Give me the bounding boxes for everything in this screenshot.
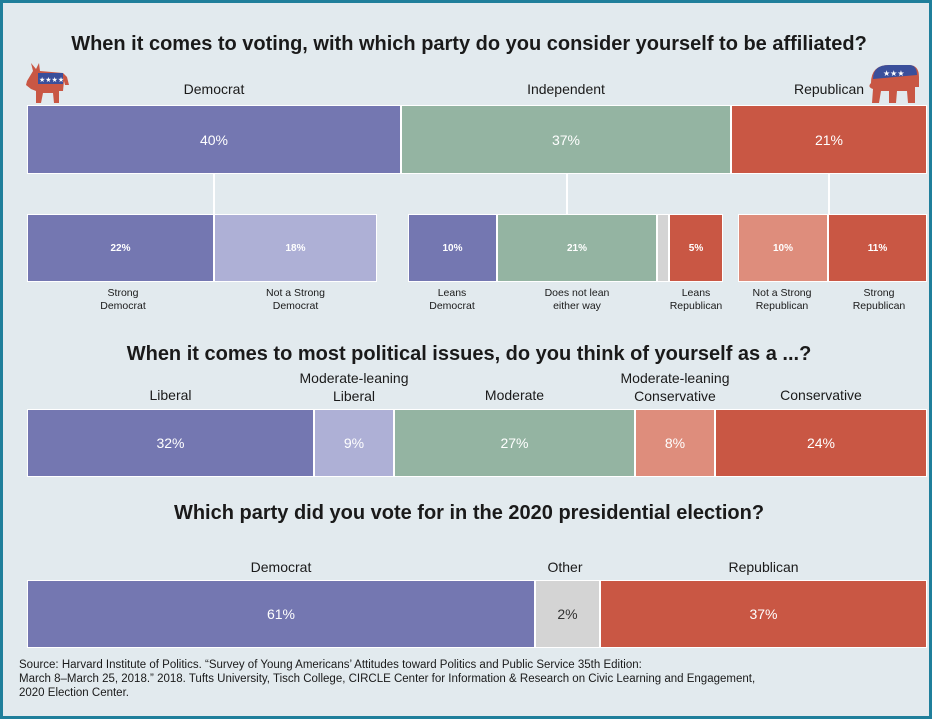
- chart2-category-label: Moderate-leaning Liberal: [264, 369, 444, 405]
- breakdown-bar-strong-democrat: 22%: [27, 214, 214, 282]
- breakdown-bar-leans-democrat: 10%: [408, 214, 497, 282]
- svg-text:★★★: ★★★: [883, 69, 905, 78]
- chart2-category-label: Conservative: [780, 387, 862, 403]
- chart1-category-label: Democrat: [183, 81, 245, 97]
- breakdown-label: Leans Republican: [669, 287, 723, 312]
- chart1-bar-democrat: 40%: [27, 105, 401, 174]
- breakdown-bar-strong-republican: 11%: [828, 214, 927, 282]
- source-line: Source: Harvard Institute of Politics. “…: [19, 659, 642, 671]
- chart2-category-label: Moderate-leaning Conservative: [595, 369, 755, 405]
- democratic-donkey-icon: ★★★★: [26, 63, 69, 103]
- breakdown-bar-not-strong-democrat: 18%: [214, 214, 377, 282]
- breakdown-label: Does not lean either way: [544, 287, 610, 312]
- chart3-bar-other: 2%: [535, 580, 600, 648]
- chart3-bar-republican: 37%: [600, 580, 927, 648]
- breakdown-bar-does-not-lean: 21%: [497, 214, 657, 282]
- chart2-bar-moderate: 27%: [394, 409, 635, 477]
- chart3-title: Which party did you vote for in the 2020…: [173, 502, 765, 524]
- source-line: 2020 Election Center.: [19, 687, 129, 699]
- chart2-bar-conservative: 24%: [715, 409, 927, 477]
- chart2-label-line: Moderate-leaning: [299, 370, 409, 386]
- chart1-category-label: Republican: [793, 81, 865, 97]
- chart2-title: When it comes to most political issues, …: [126, 343, 812, 365]
- chart2-bar-moderate-leaning-conservative: 8%: [635, 409, 715, 477]
- chart1-title: When it comes to voting, with which part…: [71, 33, 867, 55]
- chart3-category-label: Republican: [728, 559, 799, 575]
- breakdown-bar-not-strong-republican: 10%: [738, 214, 828, 282]
- connector-line: [213, 174, 215, 214]
- breakdown-label: Leans Democrat: [429, 287, 475, 312]
- chart1-bar-independent: 37%: [401, 105, 731, 174]
- breakdown-bar-unlabeled: [657, 214, 669, 282]
- chart1-category-label: Independent: [527, 81, 605, 97]
- breakdown-label: Strong Republican: [852, 287, 906, 312]
- chart2-bar-liberal: 32%: [27, 409, 314, 477]
- chart2-bar-moderate-leaning-liberal: 9%: [314, 409, 394, 477]
- chart2-category-label: Liberal: [149, 387, 192, 403]
- chart1-bar-republican: 21%: [731, 105, 927, 174]
- source-line: March 8–March 25, 2018.” 2018. Tufts Uni…: [19, 673, 756, 685]
- breakdown-label: Strong Democrat: [100, 287, 146, 312]
- breakdown-bar-leans-republican: 5%: [669, 214, 723, 282]
- chart3-category-label: Democrat: [250, 559, 312, 575]
- chart3-category-label: Other: [547, 559, 583, 575]
- chart2-label-line: Moderate-leaning: [620, 370, 730, 386]
- connector-line: [566, 174, 568, 214]
- source-note: Source: Harvard Institute of Politics. “…: [19, 658, 924, 700]
- chart2-label-line: Liberal: [332, 388, 376, 404]
- chart2-label-line: Conservative: [634, 388, 716, 404]
- breakdown-label: Not a Strong Democrat: [266, 287, 325, 312]
- breakdown-label: Not a Strong Republican: [752, 287, 812, 312]
- connector-line: [828, 174, 830, 214]
- republican-elephant-icon: ★★★: [869, 65, 919, 103]
- chart2-category-label: Moderate: [484, 387, 545, 403]
- chart3-bar-democrat: 61%: [27, 580, 535, 648]
- svg-text:★★★★: ★★★★: [39, 76, 64, 84]
